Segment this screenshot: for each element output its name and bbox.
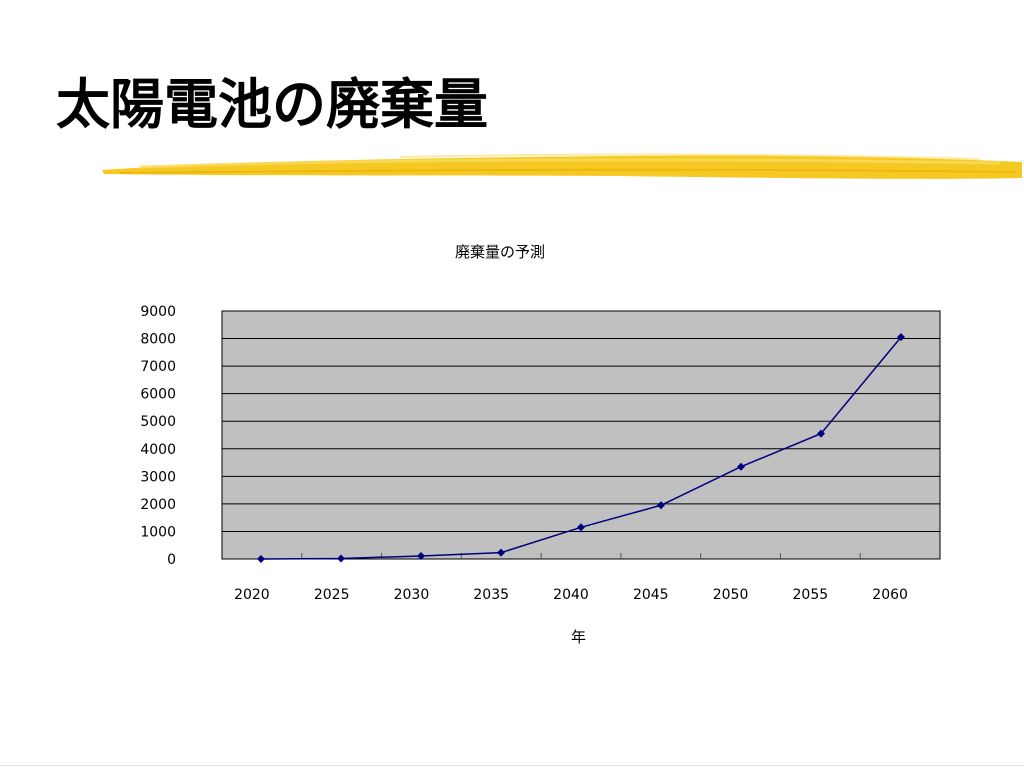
series-point — [577, 523, 585, 532]
plot-area — [221, 310, 941, 560]
footer-divider — [0, 765, 1024, 766]
x-tick-label: 2055 — [793, 587, 829, 603]
y-tick-label: 5000 — [140, 414, 176, 430]
y-tick-label: 2000 — [140, 497, 176, 513]
x-tick-label: 2030 — [394, 587, 430, 603]
brush-stroke-decoration — [102, 153, 1022, 179]
series-point — [337, 554, 345, 563]
x-tick-label: 2020 — [234, 587, 270, 603]
x-tick-label: 2035 — [473, 587, 509, 603]
x-tick-label: 2025 — [314, 587, 350, 603]
y-tick-label: 9000 — [140, 304, 176, 320]
y-axis-tick-labels: 0 1000 2000 3000 4000 5000 6000 7000 8000 9000 — [140, 304, 176, 568]
series-point — [657, 501, 665, 510]
series-point — [257, 555, 265, 563]
series-point — [417, 551, 425, 560]
series-point — [817, 429, 825, 438]
x-tick-label: 2060 — [872, 587, 908, 603]
gridlines — [222, 338, 940, 532]
y-tick-label: 3000 — [140, 469, 176, 485]
x-tick-label: 2045 — [633, 587, 669, 603]
y-tick-label: 6000 — [140, 387, 176, 403]
x-tick-label: 2040 — [553, 587, 589, 603]
y-tick-label: 0 — [167, 552, 176, 568]
series-points — [257, 333, 905, 563]
series-point — [497, 548, 505, 557]
series-point — [897, 333, 905, 342]
y-tick-label: 4000 — [140, 442, 176, 458]
y-tick-label: 7000 — [140, 359, 176, 375]
x-axis-title: 年 — [570, 628, 586, 646]
chart-title: 廃棄量の予測 — [454, 243, 545, 261]
y-tick-label: 1000 — [140, 524, 176, 540]
x-axis-tick-labels: 2020 2025 2030 2035 2040 2045 2050 2055 2060 — [234, 587, 908, 603]
slide-title: 太陽電池の廃棄量 — [56, 73, 488, 136]
x-tick-label: 2050 — [713, 587, 749, 603]
y-tick-label: 8000 — [140, 332, 176, 348]
series-point — [737, 462, 745, 471]
